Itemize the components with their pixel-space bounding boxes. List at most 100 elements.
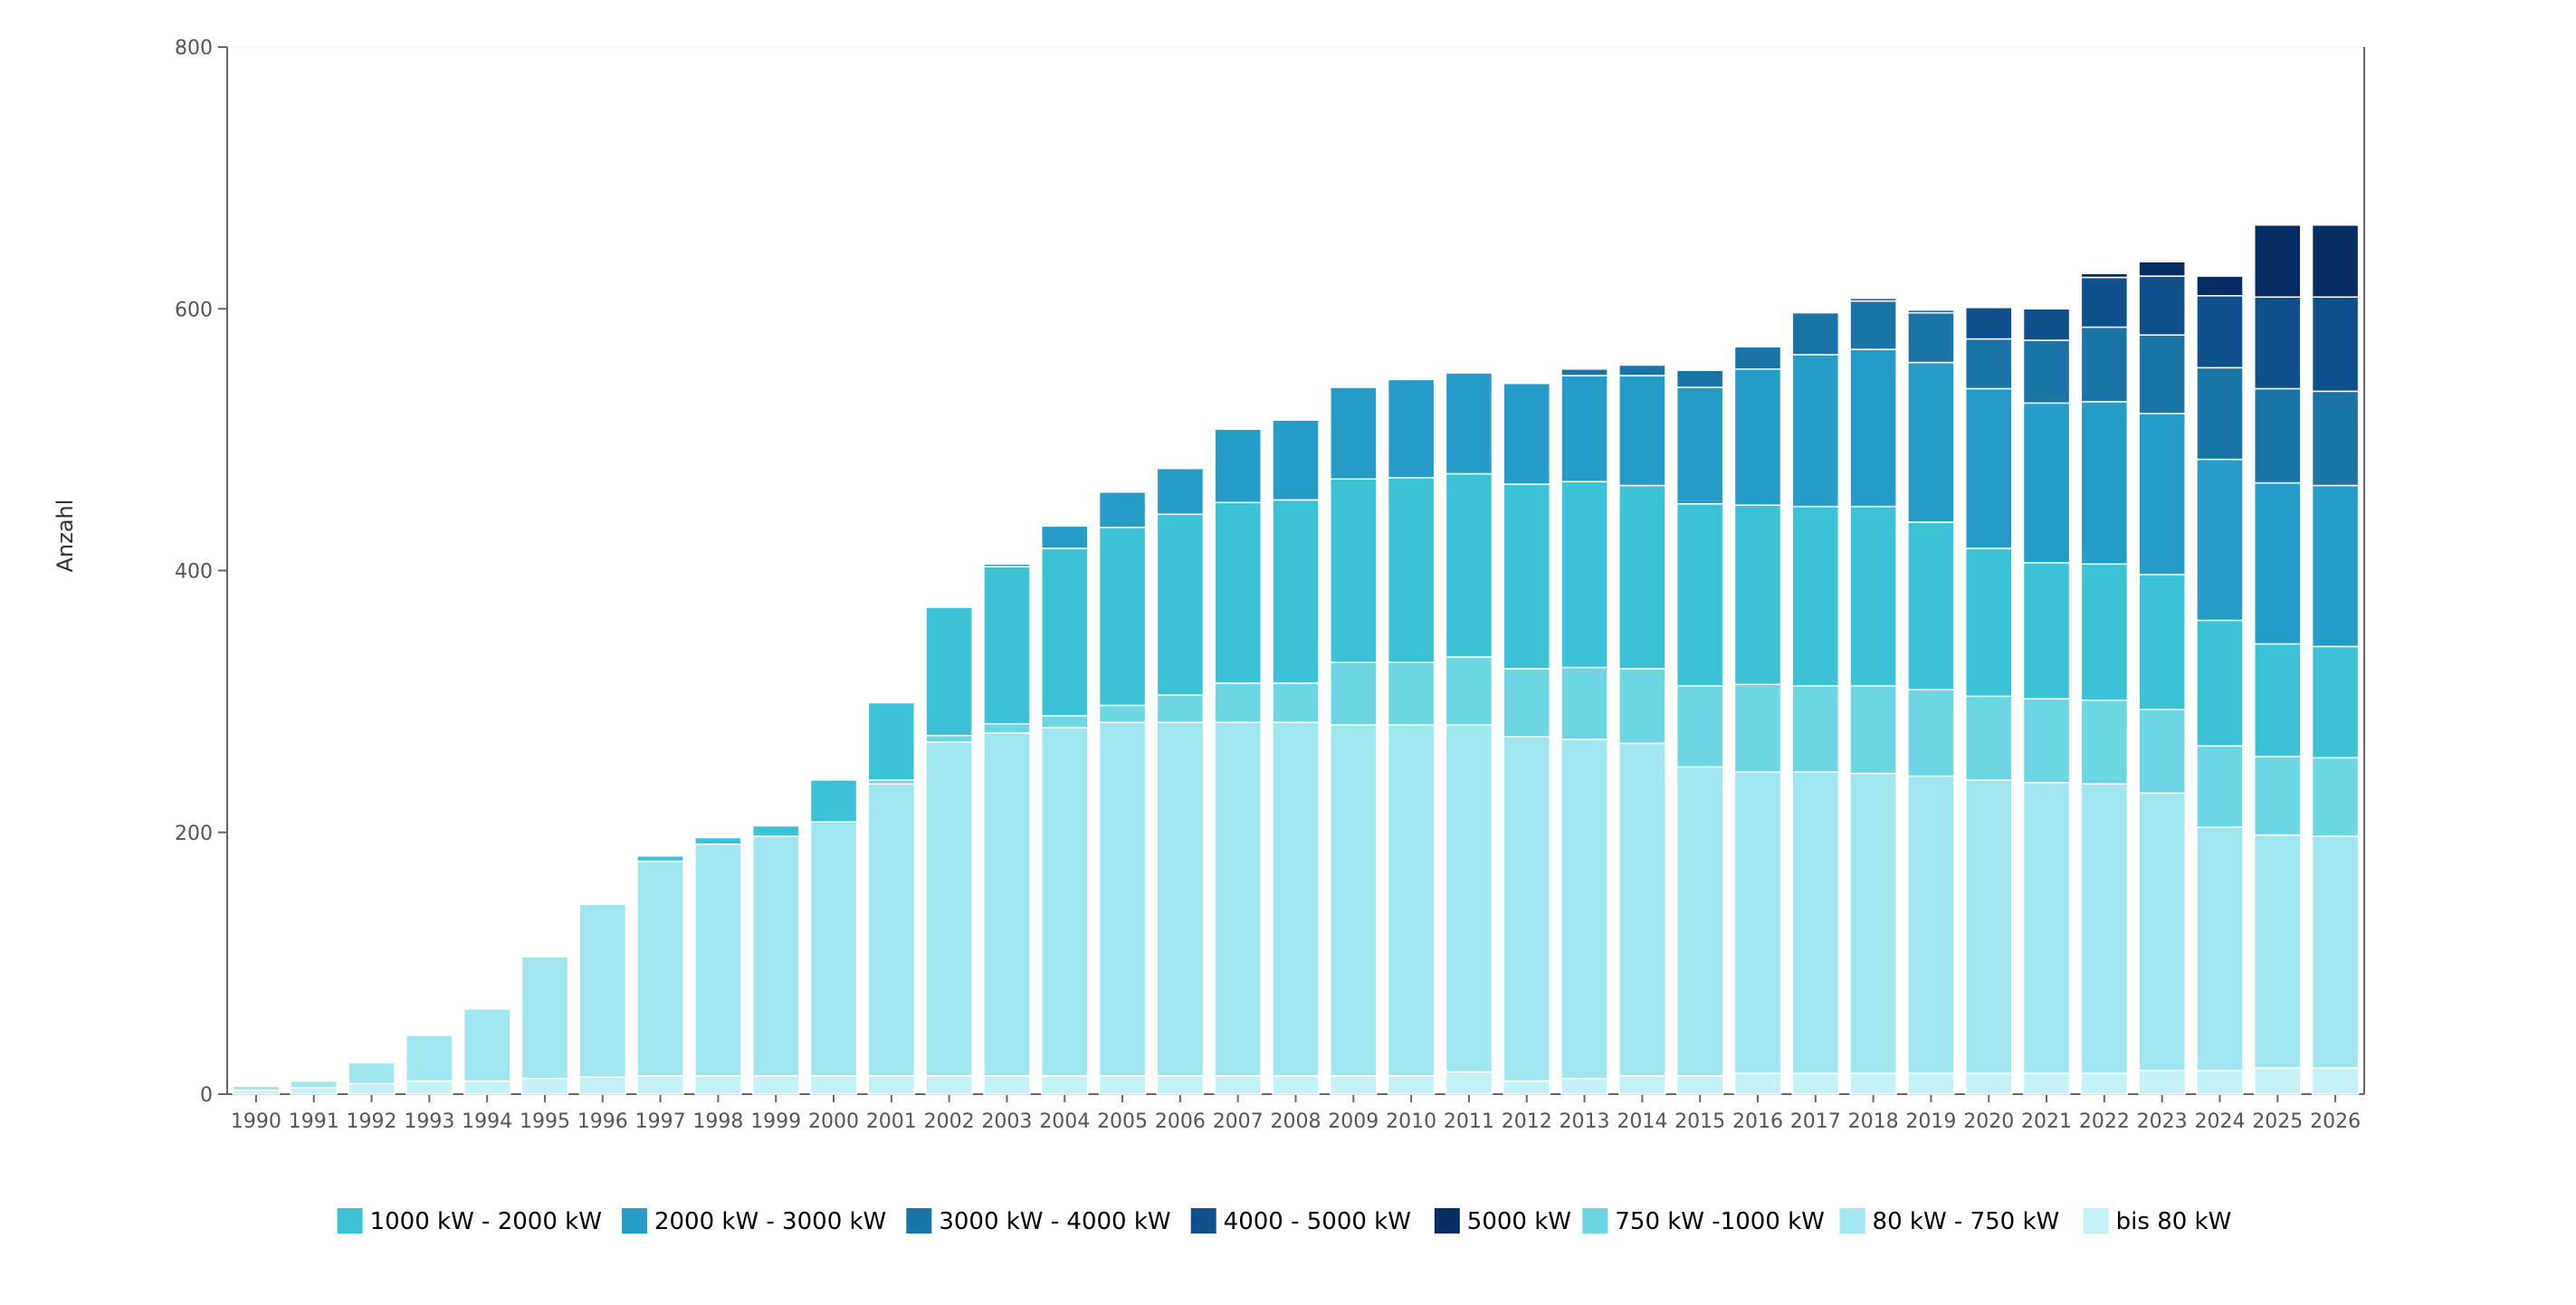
bar-1992-bis-80-kw	[348, 1082, 396, 1095]
bar-2009-2000-kw-3000-kw	[1330, 386, 1378, 481]
bar-2011-2000-kw-3000-kw	[1445, 372, 1493, 475]
x-tick-label-1996: 1996	[577, 1110, 628, 1133]
x-tick-label-2008: 2008	[1271, 1110, 1321, 1133]
bar-2007-750-kw-1000-kw	[1214, 682, 1262, 724]
y-tick-label: 800	[175, 37, 213, 60]
bar-2021-4000-5000-kw	[2022, 308, 2071, 341]
bar-2017-80-kw-750-kw	[1791, 771, 1840, 1074]
bar-2018-2000-kw-3000-kw	[1849, 348, 1897, 508]
bar-2019-bis-80-kw	[1907, 1072, 1955, 1095]
legend-swatch	[337, 1208, 363, 1234]
bar-2020-2000-kw-3000-kw	[1964, 387, 2013, 549]
bar-2005-bis-80-kw	[1098, 1075, 1147, 1095]
bar-2014-1000-kw-2000-kw	[1618, 484, 1666, 670]
legend-item-bis-80-kw[interactable]: bis 80 kW	[2083, 1208, 2232, 1235]
bar-2026-5000-kw	[2311, 224, 2360, 298]
legend-swatch	[1839, 1208, 1865, 1234]
x-tick-label-2001: 2001	[866, 1110, 917, 1133]
bar-2016-bis-80-kw	[1733, 1072, 1782, 1095]
legend-item-5000-kw[interactable]: 5000 kW	[1434, 1208, 1571, 1235]
bar-2004-1000-kw-2000-kw	[1040, 548, 1089, 717]
bar-2020-3000-kw-4000-kw	[1964, 338, 2013, 390]
bar-2012-750-kw-1000-kw	[1503, 668, 1551, 738]
bar-2014-750-kw-1000-kw	[1618, 668, 1666, 745]
bar-1999-1000-kw-2000-kw	[751, 824, 800, 837]
bar-2004-bis-80-kw	[1040, 1075, 1089, 1095]
legend-item-750-kw-1000-kw[interactable]: 750 kW -1000 kW	[1582, 1208, 1825, 1235]
x-tick-label-2012: 2012	[1502, 1110, 1552, 1133]
bar-2006-bis-80-kw	[1156, 1075, 1205, 1095]
bar-2024-3000-kw-4000-kw	[2196, 367, 2244, 461]
x-tick-label-2011: 2011	[1444, 1110, 1494, 1133]
y-tick-labels: 0 200 400 600 800	[175, 37, 213, 1107]
bar-2024-4000-5000-kw	[2196, 295, 2244, 369]
bar-2011-bis-80-kw	[1445, 1071, 1493, 1095]
bar-2013-bis-80-kw	[1560, 1077, 1608, 1095]
x-tick-label-2009: 2009	[1328, 1110, 1379, 1133]
bar-2010-2000-kw-3000-kw	[1387, 378, 1436, 479]
bar-2003-2000-kw-3000-kw	[983, 563, 1031, 567]
bar-2022-80-kw-750-kw	[2080, 783, 2129, 1074]
bar-2008-750-kw-1000-kw	[1272, 682, 1320, 724]
x-tick-label-2020: 2020	[1963, 1110, 2014, 1133]
bar-1994-bis-80-kw	[463, 1080, 511, 1095]
bar-2012-bis-80-kw	[1503, 1080, 1551, 1095]
bar-2017-bis-80-kw	[1791, 1072, 1840, 1095]
bar-2003-80-kw-750-kw	[983, 732, 1031, 1077]
bar-2025-3000-kw-4000-kw	[2254, 387, 2302, 484]
bar-2003-750-kw-1000-kw	[983, 722, 1031, 734]
bar-2014-80-kw-750-kw	[1618, 742, 1666, 1077]
legend-swatch	[2083, 1208, 2109, 1234]
bar-2014-3000-kw-4000-kw	[1618, 364, 1666, 376]
bar-2009-1000-kw-2000-kw	[1330, 478, 1378, 663]
bar-1996-1000-kw-2000-kw	[578, 900, 627, 904]
bar-2015-2000-kw-3000-kw	[1675, 386, 1724, 505]
bar-2018-750-kw-1000-kw	[1849, 685, 1897, 775]
bar-2025-80-kw-750-kw	[2254, 833, 2302, 1069]
bar-2017-3000-kw-4000-kw	[1791, 311, 1840, 356]
bar-2007-bis-80-kw	[1214, 1075, 1262, 1095]
bar-2013-1000-kw-2000-kw	[1560, 481, 1608, 669]
bar-2026-80-kw-750-kw	[2311, 835, 2360, 1069]
bar-2017-2000-kw-3000-kw	[1791, 354, 1840, 508]
y-tick-label: 600	[175, 299, 213, 321]
bar-1999-bis-80-kw	[751, 1075, 800, 1095]
bar-2016-80-kw-750-kw	[1733, 771, 1782, 1074]
bar-2009-750-kw-1000-kw	[1330, 661, 1378, 726]
x-tick-label-2010: 2010	[1386, 1110, 1436, 1133]
legend-item-2000-kw-3000-kw[interactable]: 2000 kW - 3000 kW	[621, 1208, 886, 1235]
bar-2006-1000-kw-2000-kw	[1156, 513, 1205, 696]
x-tick-label-2015: 2015	[1674, 1110, 1725, 1133]
x-tick-label-2003: 2003	[981, 1110, 1032, 1133]
bar-2009-bis-80-kw	[1330, 1075, 1378, 1095]
bar-2022-4000-5000-kw	[2080, 276, 2129, 329]
bar-2015-80-kw-750-kw	[1675, 766, 1724, 1077]
bar-2009-80-kw-750-kw	[1330, 724, 1378, 1077]
bar-2015-bis-80-kw	[1675, 1075, 1724, 1095]
legend-label: 3000 kW - 4000 kW	[939, 1208, 1170, 1235]
x-tick-label-1991: 1991	[289, 1110, 339, 1133]
bar-2018-3000-kw-4000-kw	[1849, 300, 1897, 350]
legend-item-80-kw-750-kw[interactable]: 80 kW - 750 kW	[1839, 1208, 2060, 1235]
bar-2016-2000-kw-3000-kw	[1733, 368, 1782, 506]
bar-2025-5000-kw	[2254, 224, 2302, 298]
bar-2022-3000-kw-4000-kw	[2080, 326, 2129, 403]
bar-2014-2000-kw-3000-kw	[1618, 375, 1666, 487]
bar-2013-2000-kw-3000-kw	[1560, 375, 1608, 482]
legend: 1000 kW - 2000 kW 2000 kW - 3000 kW 3000 k…	[337, 1208, 2232, 1235]
bar-1997-bis-80-kw	[636, 1075, 684, 1095]
bar-2017-1000-kw-2000-kw	[1791, 505, 1840, 687]
x-tick-label-2016: 2016	[1732, 1110, 1783, 1133]
bar-1993-80-kw-750-kw	[405, 1034, 453, 1082]
bar-2016-750-kw-1000-kw	[1733, 683, 1782, 773]
legend-item-1000-kw-2000-kw[interactable]: 1000 kW - 2000 kW	[337, 1208, 602, 1235]
bar-1997-1000-kw-2000-kw	[636, 855, 684, 862]
bar-1991-bis-80-kw	[290, 1087, 338, 1095]
bar-2020-4000-5000-kw	[1964, 307, 2013, 340]
bar-1996-80-kw-750-kw	[578, 903, 627, 1078]
bar-2020-1000-kw-2000-kw	[1964, 548, 2013, 698]
legend-item-3000-kw-4000-kw[interactable]: 3000 kW - 4000 kW	[906, 1208, 1171, 1235]
bar-2008-1000-kw-2000-kw	[1272, 499, 1320, 684]
legend-item-4000-5000-kw[interactable]: 4000 - 5000 kW	[1190, 1208, 1411, 1235]
